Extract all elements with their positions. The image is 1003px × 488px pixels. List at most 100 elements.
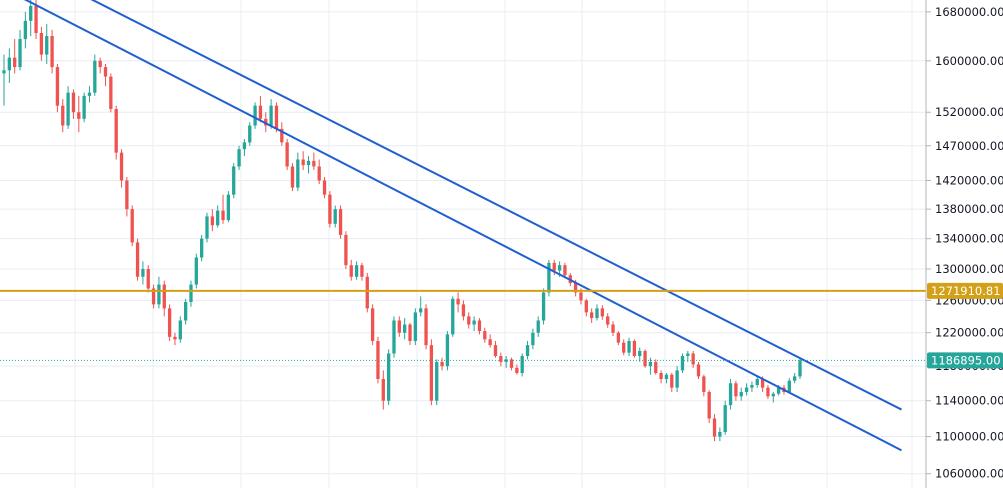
candle-up [82, 95, 86, 119]
candle-down [125, 180, 129, 210]
candle-up [520, 356, 524, 373]
y-tick-label: 1220000.00 [935, 326, 1003, 340]
candle-down [360, 265, 364, 277]
candle-down [258, 105, 263, 119]
candle-up [776, 387, 781, 394]
candle-up [226, 194, 231, 221]
candle-up [232, 166, 236, 195]
candle-up [435, 361, 439, 401]
candle-up [237, 149, 241, 167]
candle-up [787, 380, 791, 392]
candle-down [488, 339, 492, 346]
grid [0, 0, 926, 488]
candle-down [429, 345, 434, 401]
price-axis[interactable]: 1680000.00 1600000.00 1520000.00 1470000.00… [925, 0, 1003, 488]
candle-up [93, 60, 97, 93]
candle-up [189, 284, 193, 302]
candle-down [376, 340, 380, 379]
candle-up [723, 405, 727, 433]
candle-down [766, 387, 770, 397]
candle-down [61, 105, 65, 126]
candle-down [114, 108, 118, 153]
candle-down [477, 320, 482, 332]
candle-up [403, 324, 407, 333]
y-tick-label: 1100000.00 [935, 430, 1003, 444]
candle-up [183, 301, 188, 321]
candle-down [461, 304, 466, 317]
candle-up [627, 340, 631, 353]
candle-down [119, 152, 124, 181]
candle-down [584, 300, 588, 313]
candle-down [13, 57, 17, 68]
candle-down [221, 210, 225, 221]
candle-down [370, 308, 375, 341]
candle-down [499, 356, 503, 362]
candle-down [632, 340, 637, 357]
y-tick-label: 1140000.00 [935, 394, 1003, 408]
trendline-1[interactable] [15, 0, 902, 452]
candle-down [611, 324, 615, 333]
candle-up [205, 216, 209, 239]
candle-up [45, 36, 49, 55]
candle-up [744, 387, 749, 392]
candle-up [664, 374, 669, 379]
trendline-2[interactable] [47, 0, 902, 411]
candle-down [312, 160, 316, 167]
candle-down [71, 92, 76, 113]
candle-down [317, 166, 321, 181]
y-tick-label: 1680000.00 [935, 5, 1003, 19]
y-tick-label: 1600000.00 [935, 54, 1003, 68]
candle-up [648, 361, 653, 367]
candle-down [408, 324, 412, 341]
candle-up [680, 356, 685, 371]
candle-down [515, 367, 519, 373]
candle-down [600, 308, 604, 317]
candle-down [579, 292, 583, 301]
candle-up [798, 360, 802, 377]
candle-up [87, 92, 92, 96]
candle-down [162, 284, 166, 309]
candle-up [557, 265, 562, 271]
candle-up [718, 432, 722, 437]
candle-up [200, 238, 204, 258]
candle-up [728, 383, 733, 406]
candle-down [322, 180, 327, 195]
candle-down [167, 308, 172, 337]
candle-up [541, 292, 546, 321]
candle-down [616, 332, 621, 343]
candle-down [467, 316, 471, 325]
candle-down [493, 345, 498, 357]
y-tick-label: 1420000.00 [935, 173, 1003, 187]
candle-up [793, 376, 797, 381]
candle-down [483, 331, 487, 340]
last-price-tag [927, 352, 1003, 369]
candle-up [157, 284, 161, 305]
candle-down [573, 283, 578, 293]
candle-down [424, 308, 428, 346]
candle-up [504, 359, 508, 362]
candle-up [178, 320, 182, 340]
y-tick-label: 1380000.00 [935, 202, 1003, 216]
candle-up [333, 209, 337, 224]
candle-down [643, 350, 647, 367]
candle-down [290, 166, 295, 188]
candle-down [670, 374, 674, 388]
candle-down [397, 320, 401, 333]
price-axis-background [926, 0, 1003, 488]
candle-down [344, 234, 348, 266]
candlestick-series [2, 0, 802, 442]
candle-up [451, 298, 455, 335]
candle-up [194, 257, 198, 285]
candle-down [274, 105, 279, 129]
candle-down [77, 112, 81, 119]
candle-up [525, 345, 530, 357]
candle-down [456, 298, 460, 305]
y-tick-label: 1300000.00 [935, 262, 1003, 276]
candle-up [248, 125, 252, 143]
trendlines[interactable] [15, 0, 902, 452]
candle-down [130, 209, 134, 243]
horizontal-line-price-tag [927, 282, 1003, 299]
candle-up [386, 353, 391, 401]
